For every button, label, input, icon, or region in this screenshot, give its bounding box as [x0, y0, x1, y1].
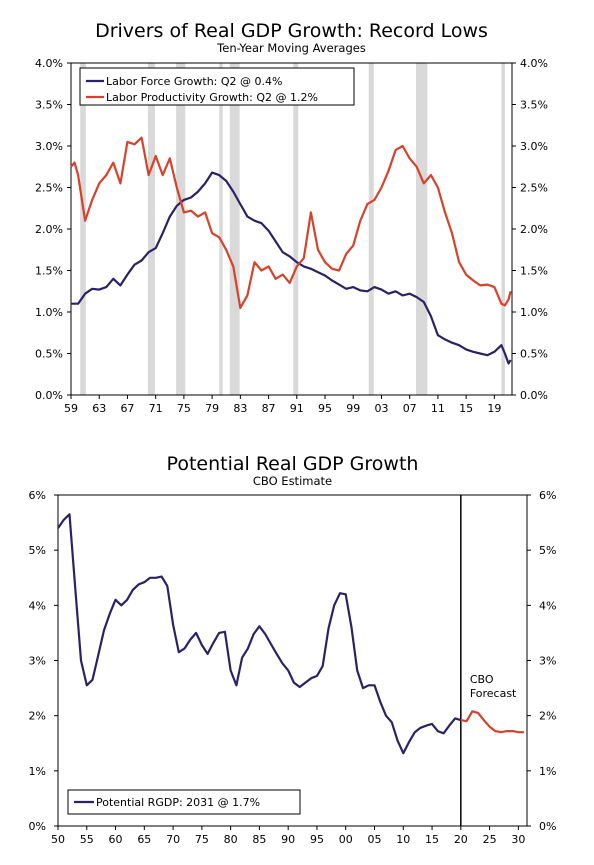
- y-tick-label-right: 0.5%: [520, 348, 548, 361]
- x-tick-label: 65: [137, 833, 151, 846]
- y-tick-label-right: 2%: [539, 710, 556, 723]
- x-tick-label: 75: [195, 833, 209, 846]
- y-tick-label-left: 1%: [29, 765, 46, 778]
- x-tick-label: 80: [224, 833, 238, 846]
- x-tick-label: 20: [454, 833, 468, 846]
- x-tick-label: 03: [374, 402, 388, 415]
- x-tick-label: 10: [396, 833, 410, 846]
- y-tick-label-right: 3%: [539, 655, 556, 668]
- chart-subtitle: CBO Estimate: [253, 474, 332, 488]
- y-tick-label-left: 3.5%: [35, 99, 63, 112]
- y-tick-label-left: 2%: [29, 710, 46, 723]
- y-tick-label-right: 1%: [539, 765, 556, 778]
- x-tick-label: 71: [149, 402, 163, 415]
- y-tick-label-right: 6%: [539, 489, 556, 502]
- x-tick-label: 70: [166, 833, 180, 846]
- legend-box: [67, 789, 301, 815]
- legend-label: Labor Productivity Growth: Q2 @ 1.2%: [106, 91, 318, 104]
- y-tick-label-right: 1.5%: [520, 265, 548, 278]
- x-tick-label: 79: [205, 402, 219, 415]
- x-tick-label: 55: [80, 833, 94, 846]
- y-tick-label-right: 3.5%: [520, 99, 548, 112]
- y-tick-label-left: 2.0%: [35, 223, 63, 236]
- plot-frame: [57, 494, 528, 827]
- legend-label: Labor Force Growth: Q2 @ 0.4%: [106, 75, 282, 88]
- x-tick-label: 59: [64, 402, 78, 415]
- recession-band: [416, 63, 428, 395]
- x-tick-label: 95: [310, 833, 324, 846]
- x-tick-label: 75: [177, 402, 191, 415]
- forecast-annotation: Forecast: [470, 687, 517, 700]
- x-tick-label: 50: [51, 833, 65, 846]
- labor-force-growth-line: [71, 171, 512, 365]
- recession-band: [176, 63, 186, 395]
- gdp-drivers-chart: Drivers of Real GDP Growth: Record LowsT…: [35, 20, 548, 415]
- x-tick-label: 00: [339, 833, 353, 846]
- x-tick-label: 90: [281, 833, 295, 846]
- y-tick-label-left: 5%: [29, 544, 46, 557]
- x-tick-label: 83: [233, 402, 247, 415]
- y-tick-label-left: 3%: [29, 655, 46, 668]
- y-tick-label-right: 0%: [539, 820, 556, 833]
- y-tick-label-left: 0.5%: [35, 348, 63, 361]
- y-tick-label-left: 1.0%: [35, 306, 63, 319]
- y-tick-label-right: 5%: [539, 544, 556, 557]
- y-tick-label-right: 4%: [539, 599, 556, 612]
- y-tick-label-left: 2.5%: [35, 182, 63, 195]
- x-tick-label: 99: [346, 402, 360, 415]
- x-tick-label: 91: [290, 402, 304, 415]
- y-tick-label-left: 1.5%: [35, 265, 63, 278]
- potential-rgdp-line: [57, 513, 462, 755]
- x-tick-label: 11: [431, 402, 445, 415]
- x-tick-label: 67: [120, 402, 134, 415]
- y-tick-label-left: 0.0%: [35, 389, 63, 402]
- y-tick-label-right: 3.0%: [520, 140, 548, 153]
- y-tick-label-left: 6%: [29, 489, 46, 502]
- x-tick-label: 07: [403, 402, 417, 415]
- x-tick-label: 15: [425, 833, 439, 846]
- recession-band: [293, 63, 299, 395]
- chart-title: Drivers of Real GDP Growth: Record Lows: [95, 20, 488, 42]
- recession-band: [368, 63, 374, 395]
- forecast-annotation: CBO: [470, 673, 494, 686]
- y-tick-label-right: 2.5%: [520, 182, 548, 195]
- y-tick-label-left: 4%: [29, 599, 46, 612]
- recession-band: [219, 63, 223, 395]
- legend-label: Potential RGDP: 2031 @ 1.7%: [96, 796, 260, 809]
- y-tick-label-left: 3.0%: [35, 140, 63, 153]
- plot-frame: [70, 62, 513, 396]
- y-tick-label-left: 0%: [29, 820, 46, 833]
- y-tick-label-right: 4.0%: [520, 57, 548, 70]
- x-tick-label: 63: [92, 402, 106, 415]
- x-tick-label: 25: [483, 833, 497, 846]
- y-tick-label-right: 2.0%: [520, 223, 548, 236]
- y-tick-label-left: 4.0%: [35, 57, 63, 70]
- cbo-forecast-line: [460, 710, 525, 734]
- x-tick-label: 19: [487, 402, 501, 415]
- x-tick-label: 87: [262, 402, 276, 415]
- x-tick-label: 85: [252, 833, 266, 846]
- x-tick-label: 95: [318, 402, 332, 415]
- x-tick-label: 30: [511, 833, 525, 846]
- labor-productivity-growth-line: [70, 136, 512, 309]
- x-tick-label: 05: [368, 833, 382, 846]
- chart-title: Potential Real GDP Growth: [167, 453, 419, 475]
- legend-box: [79, 67, 355, 106]
- x-tick-label: 15: [459, 402, 473, 415]
- y-tick-label-right: 0.0%: [520, 389, 548, 402]
- recession-band: [501, 63, 505, 395]
- recession-band: [229, 63, 240, 395]
- recession-band: [80, 63, 86, 395]
- y-tick-label-right: 1.0%: [520, 306, 548, 319]
- recession-band: [147, 63, 155, 395]
- x-tick-label: 60: [109, 833, 123, 846]
- chart-subtitle: Ten-Year Moving Averages: [216, 41, 366, 55]
